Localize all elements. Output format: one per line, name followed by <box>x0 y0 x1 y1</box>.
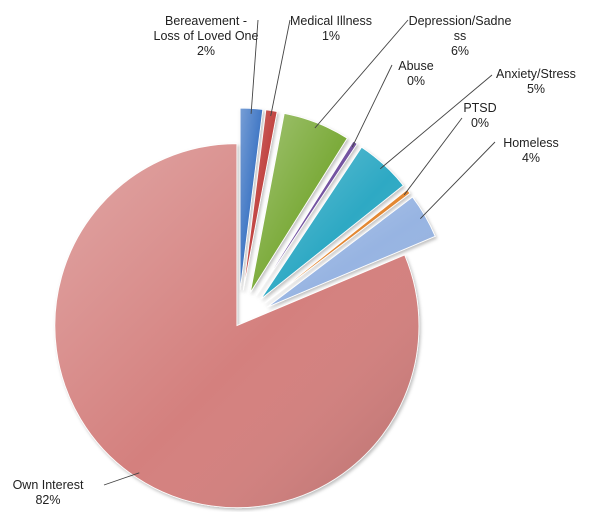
slice-value-label: 82% <box>35 493 60 507</box>
slice-name-label: Bereavement - <box>165 14 247 28</box>
slice-value-label: 5% <box>527 82 545 96</box>
leader-line-depression-sadne-ss <box>314 19 409 129</box>
pie-slice-shading <box>240 108 263 291</box>
slice-value-label: 1% <box>322 29 340 43</box>
slice-value-label: 2% <box>197 44 215 58</box>
pie-slice-shading <box>267 197 436 307</box>
slice-label-own-interest: Own Interest 82% <box>13 478 84 507</box>
slice-labels: Bereavement -Loss of Loved One 2% Medical … <box>13 14 576 507</box>
slice-name-label: Depression/Sadne <box>409 14 512 28</box>
pie-slice-shading <box>264 189 410 304</box>
pie-slices <box>54 107 436 509</box>
leader-lines <box>103 19 496 486</box>
slice-name-label: Medical Illness <box>290 14 372 28</box>
pie-slice-bereavement-loss-of-loved-one <box>239 107 264 291</box>
pie-slice-shading <box>260 147 404 299</box>
pie-slice-shading <box>256 141 358 296</box>
slice-label-anxiety-stress: Anxiety/Stress 5% <box>496 67 576 96</box>
slice-name-label: PTSD <box>463 101 496 115</box>
leader-line-ptsd <box>403 117 463 196</box>
slice-name-label: Abuse <box>398 59 433 73</box>
leader-line-bereavement-loss-of-loved-one <box>250 19 259 114</box>
leader-line-medical-illness <box>270 19 291 117</box>
slice-label-medical-illness: Medical Illness 1% <box>290 14 372 43</box>
pie-slice-shading <box>243 109 278 291</box>
pie-slice-abuse <box>256 140 358 296</box>
slice-value-label: 4% <box>522 151 540 165</box>
slice-value-label: 0% <box>471 116 489 130</box>
slice-name-label: ss <box>454 29 467 43</box>
pie-slice-anxiety-stress <box>260 146 404 300</box>
pie-slice-homeless <box>267 196 436 308</box>
slice-label-homeless: Homeless 4% <box>503 136 559 165</box>
slice-label-ptsd: PTSD 0% <box>463 101 496 130</box>
slice-name-label: Anxiety/Stress <box>496 67 576 81</box>
pie-slice-ptsd <box>264 189 411 304</box>
slice-label-bereavement-loss-of-loved-one: Bereavement -Loss of Loved One 2% <box>154 14 259 58</box>
leader-line-homeless <box>419 141 496 220</box>
pie-slice-shading <box>54 143 419 508</box>
slice-name-label: Own Interest <box>13 478 84 492</box>
slice-label-abuse: Abuse 0% <box>398 59 433 88</box>
slice-name-label: Homeless <box>503 136 559 150</box>
pie-slice-shading <box>250 113 348 293</box>
slice-value-label: 0% <box>407 74 425 88</box>
leader-line-abuse <box>351 64 393 148</box>
pie-slice-depression-sadne-ss <box>250 113 348 293</box>
slice-value-label: 6% <box>451 44 469 58</box>
leader-line-own-interest <box>103 472 140 486</box>
slice-label-depression-sadne-ss: Depression/Sadne ss 6% <box>409 14 512 58</box>
slice-name-label: Loss of Loved One <box>154 29 259 43</box>
pie-slice-own-interest <box>54 143 420 509</box>
leader-line-anxiety-stress <box>379 74 493 170</box>
